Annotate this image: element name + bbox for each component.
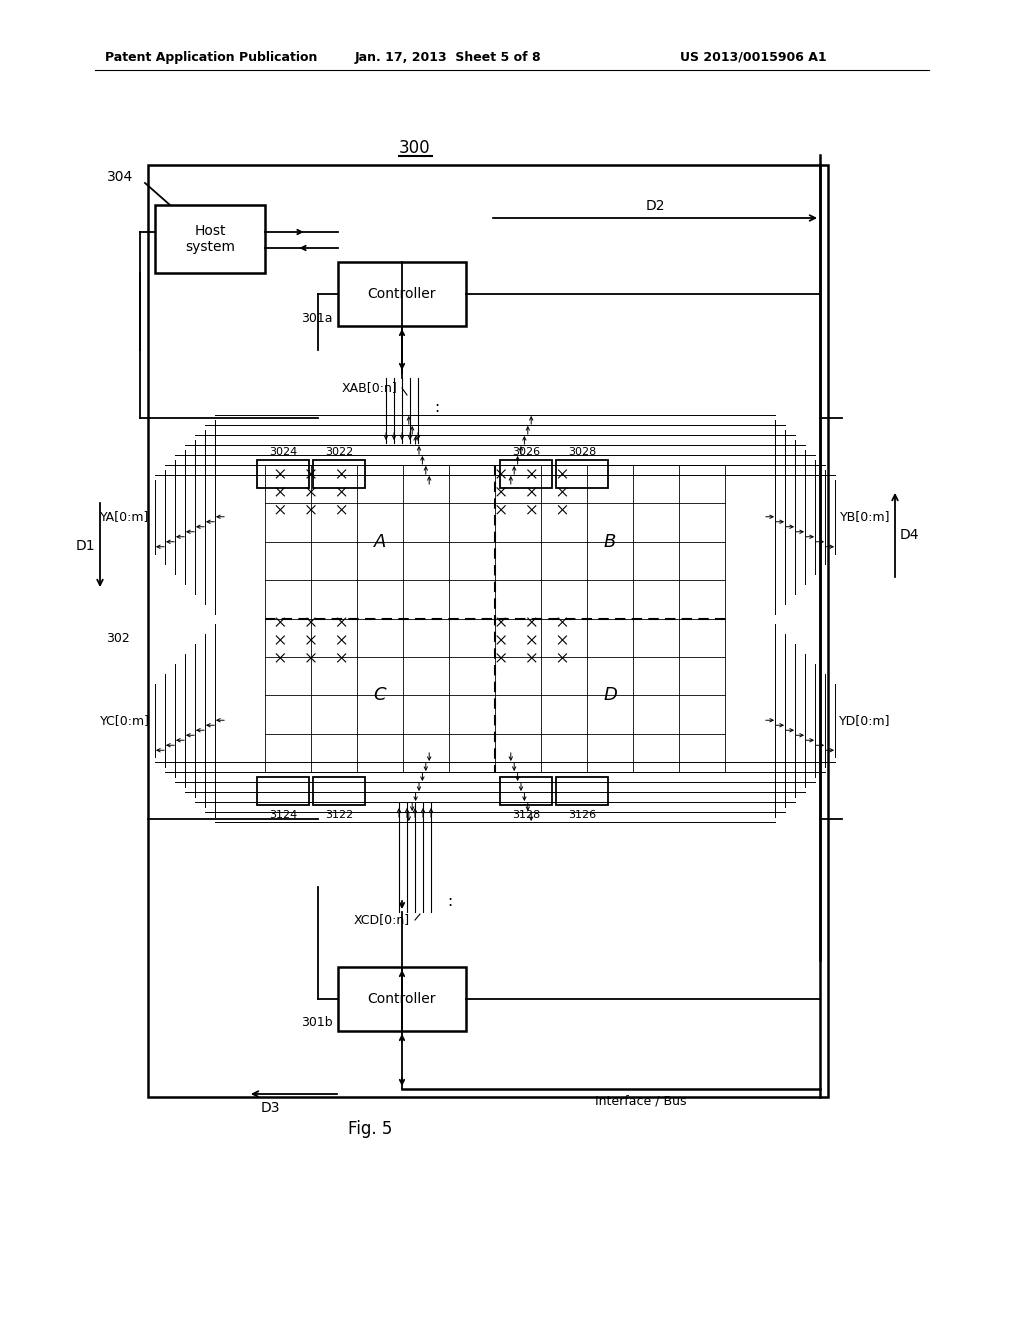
Text: 301a: 301a xyxy=(301,312,333,325)
Text: C: C xyxy=(374,686,386,705)
Bar xyxy=(155,205,265,273)
Bar xyxy=(338,261,466,326)
Text: Fig. 5: Fig. 5 xyxy=(348,1119,392,1138)
Text: 301b: 301b xyxy=(301,1016,333,1030)
Text: US 2013/0015906 A1: US 2013/0015906 A1 xyxy=(680,50,826,63)
Bar xyxy=(556,777,608,805)
Text: A: A xyxy=(374,533,386,550)
Text: Jan. 17, 2013  Sheet 5 of 8: Jan. 17, 2013 Sheet 5 of 8 xyxy=(355,50,542,63)
Text: 3022: 3022 xyxy=(325,447,353,457)
Text: D2: D2 xyxy=(645,199,665,213)
Text: D4: D4 xyxy=(900,528,920,543)
Text: XAB[0:n]: XAB[0:n] xyxy=(341,381,397,395)
Text: D1: D1 xyxy=(76,539,95,553)
Bar xyxy=(556,459,608,488)
Bar xyxy=(257,777,309,805)
Text: Controller: Controller xyxy=(368,286,436,301)
Text: YC[0:m]: YC[0:m] xyxy=(100,714,150,727)
Text: 3026: 3026 xyxy=(512,447,540,457)
Bar xyxy=(313,459,365,488)
Text: Patent Application Publication: Patent Application Publication xyxy=(105,50,317,63)
Text: YA[0:m]: YA[0:m] xyxy=(100,511,150,523)
Bar xyxy=(313,777,365,805)
Text: YD[0:m]: YD[0:m] xyxy=(840,714,891,727)
Text: 3124: 3124 xyxy=(269,810,297,820)
Text: 304: 304 xyxy=(106,170,133,183)
Text: 3122: 3122 xyxy=(325,810,353,820)
Text: 302: 302 xyxy=(106,632,130,645)
Text: Host
system: Host system xyxy=(185,224,234,253)
Text: 3024: 3024 xyxy=(269,447,297,457)
Text: 300: 300 xyxy=(399,139,431,157)
Text: 3128: 3128 xyxy=(512,810,540,820)
Text: B: B xyxy=(604,533,616,550)
Text: :: : xyxy=(447,895,453,909)
Bar xyxy=(257,459,309,488)
Text: Controller: Controller xyxy=(368,993,436,1006)
Text: D: D xyxy=(603,686,616,705)
Text: 3126: 3126 xyxy=(568,810,596,820)
Text: YB[0:m]: YB[0:m] xyxy=(840,511,890,523)
Bar xyxy=(148,165,828,1097)
Bar xyxy=(338,968,466,1031)
Text: D3: D3 xyxy=(260,1101,280,1115)
Bar xyxy=(500,777,552,805)
Text: :: : xyxy=(434,400,439,416)
Bar xyxy=(500,459,552,488)
Text: 3028: 3028 xyxy=(568,447,596,457)
Text: Interface / Bus: Interface / Bus xyxy=(595,1094,687,1107)
Text: XCD[0:n]: XCD[0:n] xyxy=(354,913,410,927)
